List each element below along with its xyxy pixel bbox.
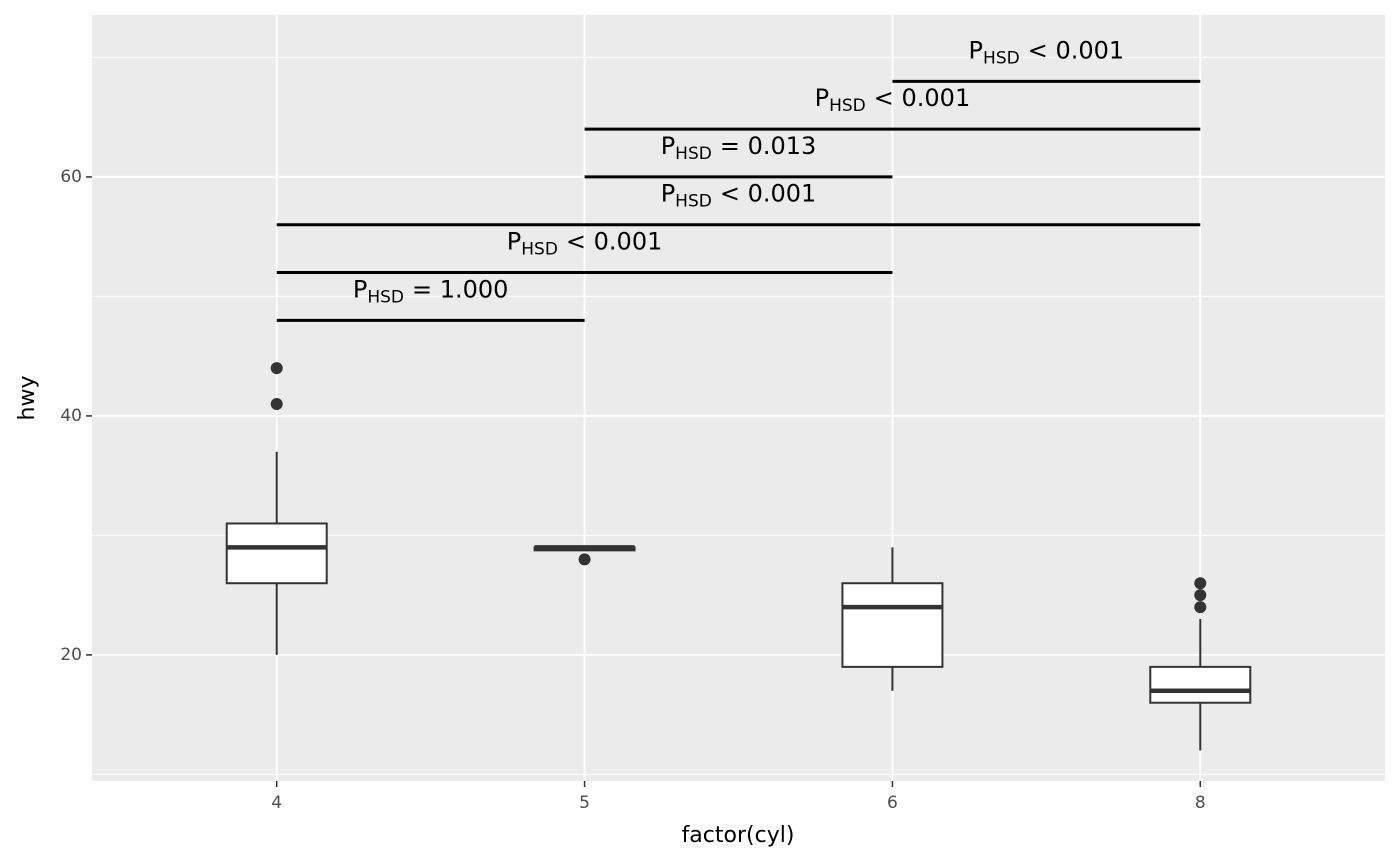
label-subscript: HSD [521, 240, 558, 260]
comparison-label: PHSD < 0.001 [661, 180, 817, 212]
label-value: < 0.001 [720, 180, 816, 208]
box [1149, 665, 1252, 704]
label-value: < 0.001 [566, 228, 662, 256]
box [225, 522, 328, 585]
label-main: P [353, 275, 367, 303]
x-tick-label: 5 [579, 793, 590, 813]
x-tick-label: 4 [271, 793, 282, 813]
outlier [270, 362, 283, 375]
y-axis-title: hwy [15, 376, 40, 421]
outlier [578, 553, 591, 566]
label-subscript: HSD [983, 48, 1020, 68]
label-main: P [815, 84, 829, 112]
label-value: = 0.013 [720, 132, 816, 160]
label-main: P [507, 228, 521, 256]
y-tick-label: 60 [60, 167, 82, 187]
label-main: P [661, 180, 675, 208]
label-subscript: HSD [675, 192, 712, 212]
y-tick-label: 40 [60, 406, 82, 426]
label-subscript: HSD [367, 287, 404, 307]
outlier [270, 397, 283, 410]
outlier [1194, 577, 1207, 590]
label-subscript: HSD [675, 144, 712, 164]
label-main: P [661, 132, 675, 160]
x-tick-label: 6 [887, 793, 898, 813]
x-axis-title: factor(cyl) [682, 823, 795, 848]
comparison-label: PHSD = 0.013 [661, 132, 817, 164]
comparison-label: PHSD = 1.000 [353, 275, 509, 307]
box [841, 582, 944, 668]
label-value: = 1.000 [412, 275, 508, 303]
panel [92, 15, 1385, 781]
outlier [1194, 589, 1207, 602]
label-subscript: HSD [829, 96, 866, 116]
outlier [1194, 601, 1207, 614]
x-tick-label: 8 [1195, 793, 1206, 813]
label-value: < 0.001 [874, 84, 970, 112]
label-value: < 0.001 [1028, 36, 1124, 64]
comparison-label: PHSD < 0.001 [969, 36, 1125, 68]
comparison-label: PHSD < 0.001 [507, 228, 663, 260]
comparison-label: PHSD < 0.001 [815, 84, 971, 116]
y-tick-label: 20 [60, 645, 82, 665]
label-main: P [969, 36, 983, 64]
